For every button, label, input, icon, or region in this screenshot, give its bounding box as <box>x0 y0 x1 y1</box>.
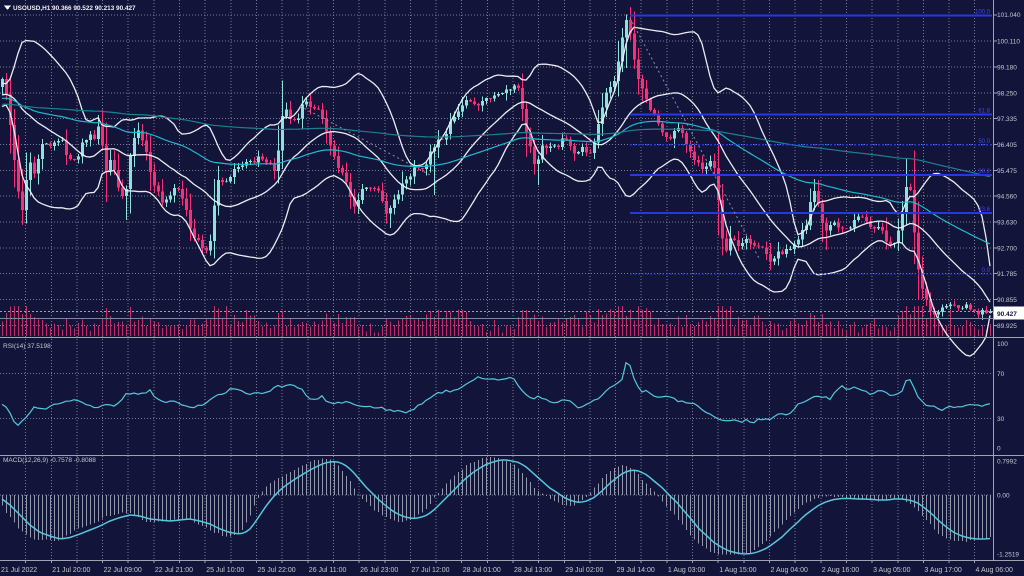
svg-text:100: 100 <box>997 341 1008 348</box>
svg-text:21 Jul 2022: 21 Jul 2022 <box>1 567 37 574</box>
svg-text:96.405: 96.405 <box>997 142 1017 149</box>
svg-text:93.630: 93.630 <box>997 219 1017 226</box>
svg-text:27 Jul 12:00: 27 Jul 12:00 <box>411 567 449 574</box>
svg-text:100.110: 100.110 <box>997 38 1020 45</box>
svg-text:26 Jul 23:00: 26 Jul 23:00 <box>360 567 398 574</box>
svg-text:3 Aug 17:00: 3 Aug 17:00 <box>924 567 961 574</box>
svg-text:0.0: 0.0 <box>982 268 991 274</box>
svg-text:101.040: 101.040 <box>997 12 1021 19</box>
svg-text:100.0: 100.0 <box>975 10 991 16</box>
svg-text:28 Jul 13:00: 28 Jul 13:00 <box>514 567 552 574</box>
svg-text:26 Jul 11:00: 26 Jul 11:00 <box>309 567 347 574</box>
svg-text:29 Jul 14:00: 29 Jul 14:00 <box>617 567 655 574</box>
svg-text:0.7992: 0.7992 <box>997 459 1017 466</box>
svg-text:38.2: 38.2 <box>978 169 990 175</box>
svg-text:70: 70 <box>997 371 1005 378</box>
svg-text:28 Jul 01:00: 28 Jul 01:00 <box>463 567 501 574</box>
svg-text:99.180: 99.180 <box>997 64 1017 71</box>
svg-text:3 Aug 05:00: 3 Aug 05:00 <box>873 567 910 574</box>
svg-text:-1.2519: -1.2519 <box>997 552 1019 559</box>
svg-text:94.560: 94.560 <box>997 193 1017 200</box>
svg-text:MACD(12,26,9) -0.7578 -0.8088: MACD(12,26,9) -0.7578 -0.8088 <box>3 457 96 464</box>
svg-text:61.8: 61.8 <box>978 108 990 114</box>
svg-text:25 Jul 22:00: 25 Jul 22:00 <box>258 567 296 574</box>
svg-text:0: 0 <box>997 446 1001 453</box>
svg-text:22 Jul 21:00: 22 Jul 21:00 <box>155 567 193 574</box>
svg-text:30: 30 <box>997 416 1005 423</box>
svg-text:25 Jul 10:00: 25 Jul 10:00 <box>206 567 244 574</box>
svg-text:50.0: 50.0 <box>978 139 990 145</box>
svg-text:2 Aug 04:00: 2 Aug 04:00 <box>771 567 808 574</box>
svg-text:90.855: 90.855 <box>997 297 1017 304</box>
svg-text:90.427: 90.427 <box>997 311 1017 318</box>
svg-text:29 Jul 02:00: 29 Jul 02:00 <box>565 567 603 574</box>
svg-text:1 Aug 03:00: 1 Aug 03:00 <box>668 567 705 574</box>
svg-text:98.250: 98.250 <box>997 90 1017 97</box>
svg-text:USOUSD,H1 90.366 90.522 90.21: USOUSD,H1 90.366 90.522 90.213 90.427 <box>13 5 136 12</box>
svg-text:4 Aug 06:00: 4 Aug 06:00 <box>976 567 1013 574</box>
svg-text:22 Jul 09:00: 22 Jul 09:00 <box>104 567 142 574</box>
svg-text:95.475: 95.475 <box>997 168 1017 175</box>
svg-text:92.700: 92.700 <box>997 245 1017 252</box>
svg-text:1 Aug 15:00: 1 Aug 15:00 <box>719 567 756 574</box>
svg-text:RSI(14) 37.5198: RSI(14) 37.5198 <box>3 343 51 350</box>
svg-text:91.785: 91.785 <box>997 271 1017 278</box>
svg-text:89.925: 89.925 <box>997 323 1017 330</box>
svg-text:97.335: 97.335 <box>997 116 1017 123</box>
svg-text:21 Jul 20:00: 21 Jul 20:00 <box>52 567 90 574</box>
svg-text:0.00: 0.00 <box>997 493 1010 500</box>
svg-text:23.6: 23.6 <box>978 207 990 213</box>
svg-text:2 Aug 16:00: 2 Aug 16:00 <box>822 567 859 574</box>
